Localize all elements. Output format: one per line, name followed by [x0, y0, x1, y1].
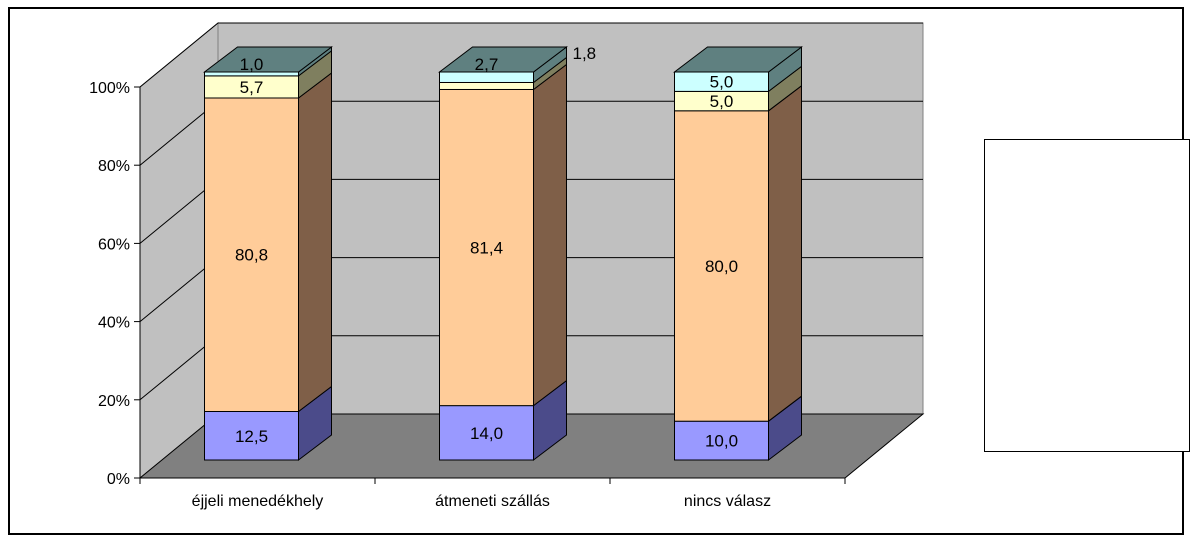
data-label: 1,0: [240, 55, 264, 74]
y-tick-label: 60%: [98, 236, 130, 253]
bar-top-face: [203, 46, 333, 73]
data-label: 12,5: [235, 427, 268, 446]
bar-top-face: [673, 46, 803, 73]
gridline: [139, 22, 923, 88]
data-label: 5,7: [240, 78, 264, 97]
x-category-label: átmeneti szállás: [435, 493, 550, 510]
bar-segment: [439, 88, 534, 407]
data-label: 81,4: [470, 239, 503, 258]
bar-segment: [674, 110, 769, 422]
x-category-label: nincs válasz: [684, 493, 771, 510]
bar-segment-side: [533, 63, 567, 407]
y-tick-label: 0%: [107, 471, 130, 488]
data-label: 10,0: [705, 432, 738, 451]
data-label: 5,0: [710, 92, 734, 111]
y-tick-label: 20%: [98, 393, 130, 410]
data-label: 2,7: [475, 55, 499, 74]
data-label: 80,0: [705, 257, 738, 276]
bar-segment-side: [768, 84, 802, 423]
bar-segment: [674, 420, 769, 461]
bar-segment-side: [298, 71, 332, 413]
data-label: 80,8: [235, 246, 268, 265]
bar-segment: [204, 97, 299, 412]
legend: [984, 139, 1190, 452]
bar-segment: [204, 411, 299, 461]
data-label: 5,0: [710, 73, 734, 92]
bar-top-face: [438, 46, 568, 73]
data-label: 14,0: [470, 424, 503, 443]
x-category-label: éjjeli menedékhely: [192, 493, 324, 510]
data-label: 1,8: [573, 44, 597, 63]
bar-segment: [439, 81, 534, 90]
y-tick-label: 80%: [98, 158, 130, 175]
y-tick-label: 100%: [89, 80, 130, 97]
bar-segment: [439, 405, 534, 461]
y-tick-label: 40%: [98, 315, 130, 332]
